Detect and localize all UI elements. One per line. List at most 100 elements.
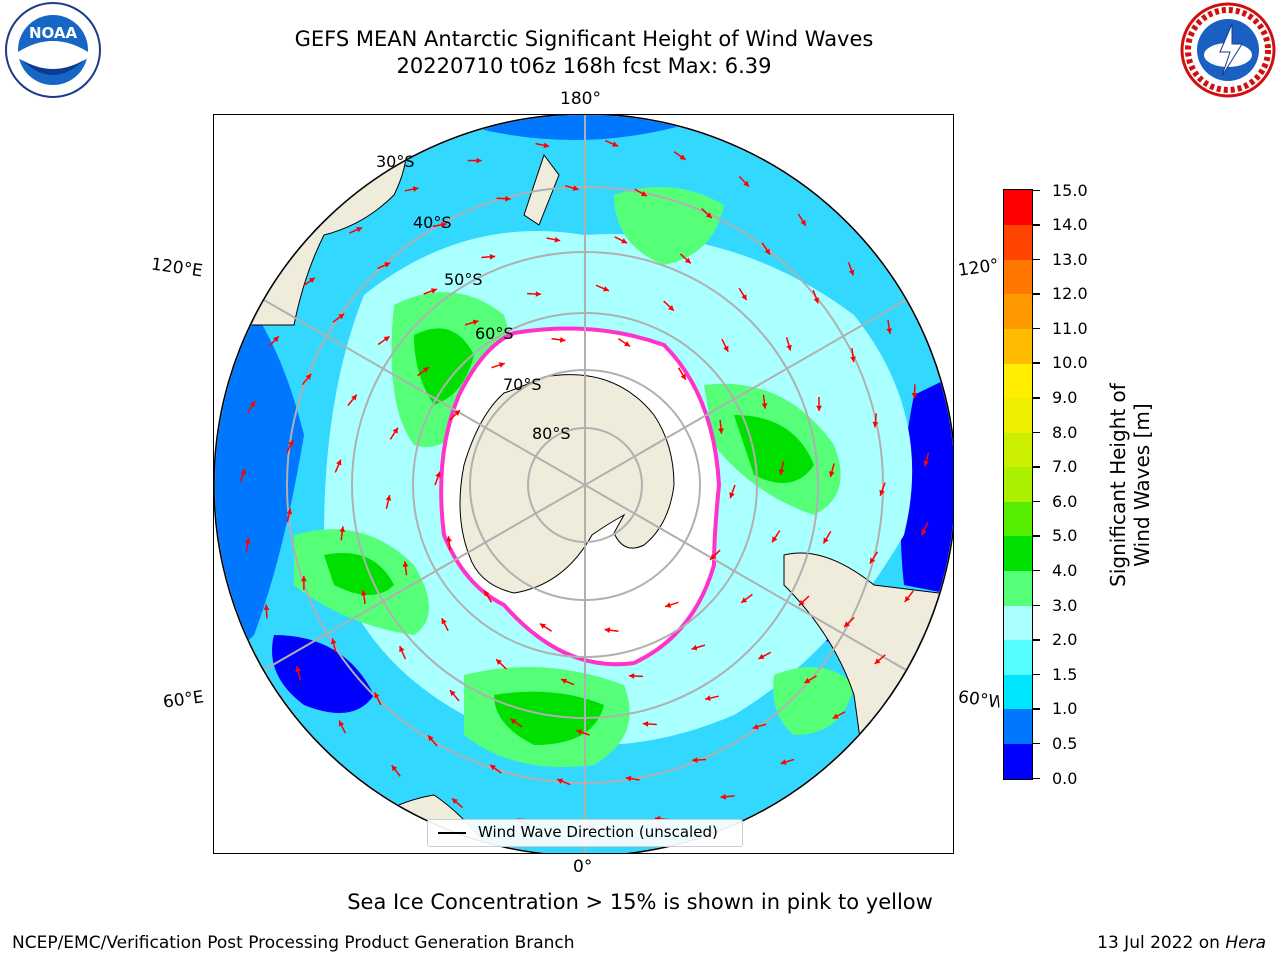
colorbar-tick-label: 3.0 [1052,595,1078,615]
wind-arrow-head [761,403,768,409]
wave-region-low [464,115,684,140]
wind-arrow-head [844,621,850,628]
wind-arrows [239,139,930,831]
lon-label-120e: 120°E [149,254,204,282]
wind-arrow-head [435,471,441,478]
colorbar-tick [1033,397,1040,399]
colorbar-tick [1033,708,1040,710]
wind-arrow-head [286,508,293,515]
wind-arrow-head [869,557,876,564]
colorbar-tick [1033,569,1040,572]
lon-label-0: 0° [573,857,593,877]
colorbar-tick [1033,189,1040,191]
wind-arrow-head [848,269,855,276]
colorbar-tick-label: 0.0 [1052,768,1078,788]
wind-arrow-head [374,692,380,699]
wind-arrow-head [428,735,434,742]
wind-arrow-head [743,180,749,187]
wind-arrow-head [557,778,564,784]
wind-arrow-head [385,495,392,501]
colorbar-segment [1004,190,1032,226]
wind-arrow-head [361,590,367,596]
wind-arrow-head [816,405,822,411]
nws-logo [1180,2,1276,98]
colorbar-segment [1004,293,1032,329]
wind-arrow-head [764,248,770,255]
legend-line-icon [438,832,466,834]
wind-arrow-head [402,561,409,567]
wind-arrow-head [446,536,452,542]
wind-arrow-head [692,757,698,763]
wind-arrow-head [804,677,811,683]
colorbar-tick-label: 10.0 [1052,353,1088,373]
wind-arrow-head [679,154,686,160]
wind-arrow-head [823,537,829,544]
wind-arrow-head [874,658,881,664]
map-legend: Wind Wave Direction (unscaled) [427,819,743,847]
lat-label-30s: 30°S [376,152,415,171]
colorbar-tick [1033,777,1040,779]
lon-label-60w: 60°W [956,687,1002,713]
colorbar-tick-label: 2.0 [1052,630,1078,650]
footer-date-text: 13 Jul 2022 on [1097,933,1226,953]
wind-arrow-head [336,459,342,466]
wind-arrow-head [576,729,583,735]
wind-arrow-head [710,554,716,560]
wind-arrow-head [559,337,566,343]
lon-label-180: 180° [560,89,601,109]
wind-arrow-head [472,319,479,326]
wind-arrow-head [786,344,792,351]
wind-arrow-head [886,328,893,334]
wind-arrow-head [452,798,458,804]
colorbar-tick-label: 14.0 [1052,215,1088,235]
colorbar-tick [1033,431,1040,434]
colorbar-tick-label: 9.0 [1052,388,1078,408]
wind-arrow-head [778,469,785,475]
wind-arrow-head [391,765,398,772]
wind-arrow-head [921,529,927,536]
colorbar-segment [1004,743,1032,779]
wind-arrow-head [612,141,619,147]
colorbar-segment [1004,708,1032,744]
colorbar-segment [1004,466,1032,502]
colorbar-segment [1004,362,1032,399]
wind-arrow-head [603,286,609,292]
colorbar-tick-label: 4.0 [1052,560,1078,580]
lat-label-40s: 40°S [413,213,452,232]
wind-arrow-head [621,238,628,244]
wind-arrow-head [441,618,447,625]
colorbar-segment [1004,224,1032,260]
polar-map [214,115,953,853]
wind-arrow-head [510,718,517,725]
colorbar-segment [1004,432,1032,468]
madagascar [253,761,295,808]
wind-arrow-head [691,644,698,651]
noaa-logo: NOAA [5,2,101,98]
colorbar-segment [1004,328,1032,364]
colorbar-tick-label: 0.5 [1052,733,1078,753]
colorbar-tick [1033,293,1040,295]
wind-arrow-head [330,638,337,645]
wave-region-high [494,691,604,745]
wave-region-low [214,265,304,675]
wind-arrow-head [872,421,879,428]
wind-arrow-head [305,373,312,380]
wave-region-low [272,635,374,713]
wind-arrow-head [431,288,437,294]
wind-arrow-head [505,195,511,202]
wind-arrow-head [245,537,251,544]
wind-arrow-head [273,336,279,343]
wind-arrow-head [392,427,398,434]
colorbar-segment [1004,259,1032,295]
wave-region-high [734,415,814,483]
wind-arrow-head [263,604,270,610]
wind-arrow-head [450,690,456,696]
wind-arrow-head [561,678,567,684]
wind-arrow-head [543,142,550,149]
wind-arrow-head [741,294,747,301]
lat-label-80s: 80°S [532,424,571,443]
wind-arrow-head [684,257,691,264]
wind-arrow-head [356,227,363,233]
wind-arrow-head [911,392,918,399]
wind-arrow-head [301,575,307,582]
